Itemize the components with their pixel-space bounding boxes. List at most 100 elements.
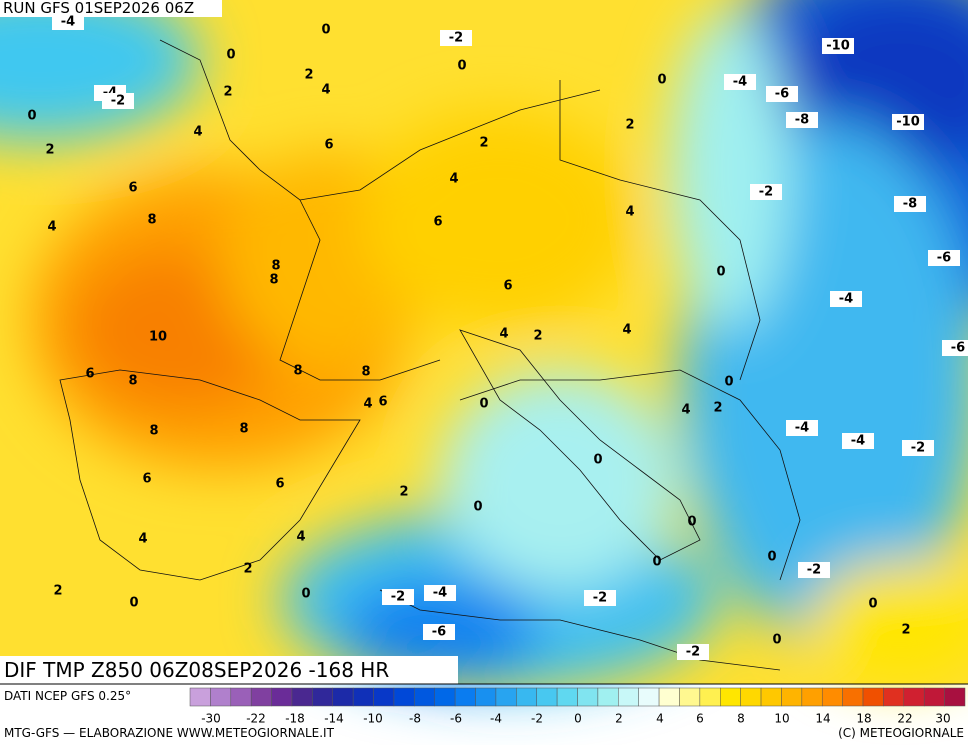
contour-label: 0: [301, 587, 310, 602]
colorbar-tick-label: 4: [656, 712, 664, 726]
colorbar-swatch: [842, 687, 864, 707]
contour-label: 4: [321, 83, 330, 98]
contour-label: 6: [503, 279, 512, 294]
label-box: [750, 184, 782, 200]
label-box: [894, 196, 926, 212]
contour-label: 0: [772, 633, 781, 648]
colorbar-tick-label: 8: [737, 712, 745, 726]
contour-label: 0: [652, 555, 661, 570]
label-box: [928, 250, 960, 266]
label-box: [786, 112, 818, 128]
contour-label: 6: [85, 367, 94, 382]
colorbar-swatch: [189, 687, 211, 707]
contour-label: -2: [807, 563, 821, 578]
label-box: [830, 291, 862, 307]
label-box: [842, 433, 874, 449]
contour-label: -6: [951, 341, 965, 356]
contour-label: -10: [896, 115, 920, 130]
colorbar-tick-label: -4: [490, 712, 502, 726]
label-box: [677, 644, 709, 660]
contour-label: 6: [275, 477, 284, 492]
label-box: [942, 340, 968, 356]
colorbar-swatch: [679, 687, 701, 707]
contour-label: -4: [433, 586, 447, 601]
contour-label: -6: [775, 87, 789, 102]
contour-label: 2: [399, 485, 408, 500]
colorbar-swatch: [740, 687, 762, 707]
contour-label: 4: [193, 125, 202, 140]
contour-label: -4: [795, 421, 809, 436]
contour-label: 4: [296, 530, 305, 545]
contour-label: 4: [681, 403, 690, 418]
source-label: DATI NCEP GFS 0.25°: [4, 689, 131, 703]
contour-label: 8: [239, 422, 248, 437]
contour-label: -2: [111, 94, 125, 109]
colorbar-swatch: [638, 687, 660, 707]
colorbar-swatch: [373, 687, 395, 707]
contour-label: -10: [826, 39, 850, 54]
contour-label: -4: [851, 434, 865, 449]
contour-label: 2: [625, 118, 634, 133]
colorbar-swatch: [210, 687, 232, 707]
colorbar-swatch: [454, 687, 476, 707]
contour-label: 0: [724, 375, 733, 390]
colorbar-swatch: [781, 687, 803, 707]
contour-label: 0: [868, 597, 877, 612]
label-box: [798, 562, 830, 578]
contour-label: -4: [839, 292, 853, 307]
colorbar-swatch: [475, 687, 497, 707]
contour-label: -2: [593, 591, 607, 606]
contour-label: 4: [138, 532, 147, 547]
colorbar-swatch: [271, 687, 293, 707]
contour-label: 0: [479, 397, 488, 412]
colorbar-tick-label: 0: [574, 712, 582, 726]
colorbar-tick-label: -18: [285, 712, 305, 726]
contour-label: 6: [142, 472, 151, 487]
colorbar-tick-label: 10: [774, 712, 789, 726]
colorbar-swatch: [801, 687, 823, 707]
colorbar-swatch: [536, 687, 558, 707]
colorbar-tick-label: -8: [409, 712, 421, 726]
colorbar-tick-label: -30: [201, 712, 221, 726]
label-box: [786, 420, 818, 436]
colorbar-swatch: [577, 687, 599, 707]
colorbar: -30 -22 -18 -14 -10 -8 -6 -4 -2 0 2 4 6 8 10 14 18 22 30: [189, 687, 966, 726]
contour-label: 2: [479, 136, 488, 151]
colorbar-swatch: [414, 687, 435, 707]
colorbar-swatch: [291, 687, 313, 707]
contour-label: 4: [449, 172, 458, 187]
colorbar-swatch: [699, 687, 721, 707]
contour-label: -4: [61, 15, 75, 30]
contour-label: -8: [795, 113, 809, 128]
colorbar-tick-label: 18: [856, 712, 871, 726]
contour-label: -6: [937, 251, 951, 266]
colorbar-swatch: [883, 687, 905, 707]
contour-label: 2: [223, 85, 232, 100]
label-box: [892, 114, 924, 130]
contour-label: -2: [391, 590, 405, 605]
contour-label: 0: [593, 453, 602, 468]
contour-label: 0: [767, 550, 776, 565]
colorbar-swatch: [944, 687, 966, 707]
label-box: [52, 14, 84, 30]
colorbar-tick-label: -22: [246, 712, 266, 726]
colorbar-tick-label: -14: [324, 712, 344, 726]
colorbar-tick-label: -6: [450, 712, 462, 726]
contour-label: -6: [432, 625, 446, 640]
colorbar-swatch: [516, 687, 537, 707]
contour-label: -2: [449, 31, 463, 46]
colorbar-swatch: [923, 687, 945, 707]
contour-label: 4: [625, 205, 634, 220]
colorbar-tick-label: 6: [696, 712, 704, 726]
contour-label: 2: [901, 623, 910, 638]
contour-label: 2: [533, 329, 542, 344]
map-field: [0, 0, 968, 690]
contour-label: 6: [128, 181, 137, 196]
contour-label: 0: [716, 265, 725, 280]
colorbar-swatch: [903, 687, 925, 707]
contour-label: 2: [53, 584, 62, 599]
title-box: [0, 656, 458, 684]
contour-label: 6: [378, 395, 387, 410]
contour-label: -8: [903, 197, 917, 212]
